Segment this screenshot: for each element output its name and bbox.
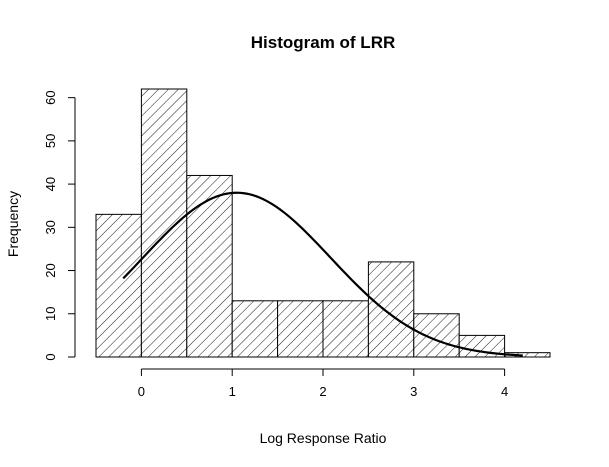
y-tick-label: 50 xyxy=(43,134,58,148)
x-tick-label: 4 xyxy=(501,384,508,399)
x-axis-label: Log Response Ratio xyxy=(260,430,387,446)
x-axis: 0 1 2 3 4 xyxy=(138,368,508,399)
y-tick-label: 40 xyxy=(43,177,58,191)
histogram-bar xyxy=(367,261,415,358)
x-tick-label: 2 xyxy=(319,384,326,399)
x-tick-label: 1 xyxy=(229,384,236,399)
y-axis: 0 10 20 30 40 50 60 xyxy=(43,90,76,361)
bars-group xyxy=(95,88,551,358)
y-tick-label: 10 xyxy=(43,307,58,321)
y-tick-label: 0 xyxy=(43,353,58,360)
density-curve-group xyxy=(122,191,523,357)
density-curve xyxy=(122,191,523,357)
histogram-bar xyxy=(413,313,460,358)
x-tick-label: 0 xyxy=(138,384,145,399)
histogram-bar xyxy=(95,213,142,358)
y-tick-label: 30 xyxy=(43,220,58,234)
x-tick-label: 3 xyxy=(410,384,417,399)
histogram-bar xyxy=(277,300,324,358)
y-tick-label: 20 xyxy=(43,263,58,277)
histogram-bar xyxy=(231,300,279,358)
histogram-bar xyxy=(186,174,233,358)
y-tick-label: 60 xyxy=(43,90,58,104)
y-axis-label: Frequency xyxy=(5,191,21,257)
histogram-bar xyxy=(140,88,188,358)
chart-title: Histogram of LRR xyxy=(251,33,396,52)
histogram-bar xyxy=(322,300,369,358)
